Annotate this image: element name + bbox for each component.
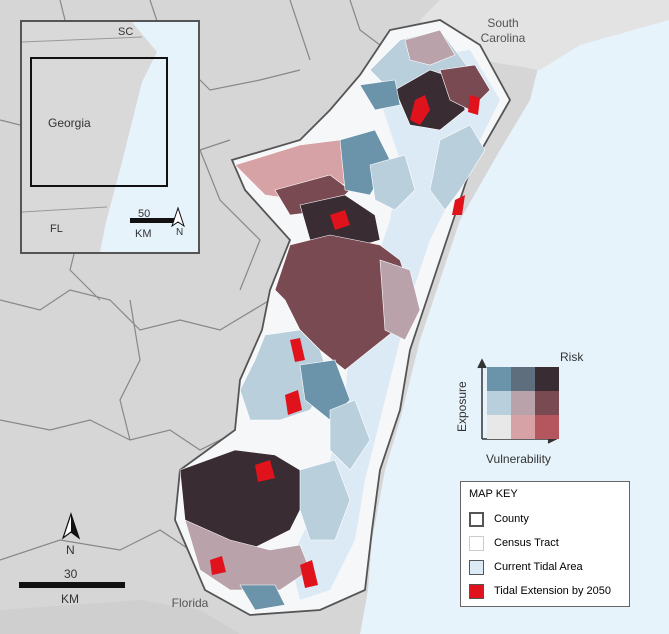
bivariate-cell <box>487 415 511 439</box>
inset-scale-value: 50 <box>138 208 151 220</box>
key-row-tidal-extension: Tidal Extension by 2050 <box>469 582 611 600</box>
bivariate-cell <box>511 391 535 415</box>
map-key: MAP KEY County Census Tract Current Tida… <box>460 481 630 607</box>
inset-sc-label: SC <box>118 26 134 38</box>
bivariate-cell <box>511 367 535 391</box>
inset-georgia-label: Georgia <box>48 116 91 130</box>
key-label-tidal-area: Current Tidal Area <box>494 561 583 573</box>
inset-canvas <box>22 22 198 252</box>
key-row-tidal-area: Current Tidal Area <box>469 558 583 576</box>
inset-scale-unit: KM <box>135 228 152 240</box>
main-scale-unit: KM <box>61 592 79 606</box>
south-carolina-label: South Carolina <box>480 16 526 45</box>
exposure-label: Exposure <box>455 381 469 432</box>
tidal-extension-2050 <box>210 95 480 588</box>
risk-tracts <box>179 29 491 611</box>
main-north-label: N <box>66 543 75 557</box>
main-north-arrow <box>61 512 81 540</box>
bivariate-cell <box>535 391 559 415</box>
inset-fl-label: FL <box>50 223 63 235</box>
key-row-county: County <box>469 510 529 528</box>
tidal-extension-icon <box>469 583 484 599</box>
inset-north-label: N <box>176 227 184 238</box>
vulnerability-label: Vulnerability <box>486 452 551 466</box>
bivariate-cell <box>535 415 559 439</box>
key-label-census-tract: Census Tract <box>494 537 559 549</box>
bivariate-grid <box>487 367 559 439</box>
bivariate-cell <box>487 367 511 391</box>
ocean <box>360 0 669 634</box>
risk-label: Risk <box>560 350 584 364</box>
key-row-census-tract: Census Tract <box>469 534 559 552</box>
florida-land <box>0 600 240 634</box>
main-scale-value: 30 <box>64 567 78 581</box>
tidal-area-icon <box>469 559 484 575</box>
key-label-tidal-extension: Tidal Extension by 2050 <box>494 585 611 597</box>
florida-label: Florida <box>171 596 209 610</box>
county-outline-icon <box>469 511 484 527</box>
bivariate-cell <box>535 367 559 391</box>
tract-outline-icon <box>469 535 484 551</box>
inset-locator-map: SC Georgia FL 50 KM N <box>20 20 200 254</box>
main-scale-bar <box>19 582 125 588</box>
key-label-county: County <box>494 513 529 525</box>
bivariate-cell <box>487 391 511 415</box>
inset-extent-box <box>30 57 168 187</box>
map-key-title: MAP KEY <box>469 488 518 500</box>
bivariate-cell <box>511 415 535 439</box>
